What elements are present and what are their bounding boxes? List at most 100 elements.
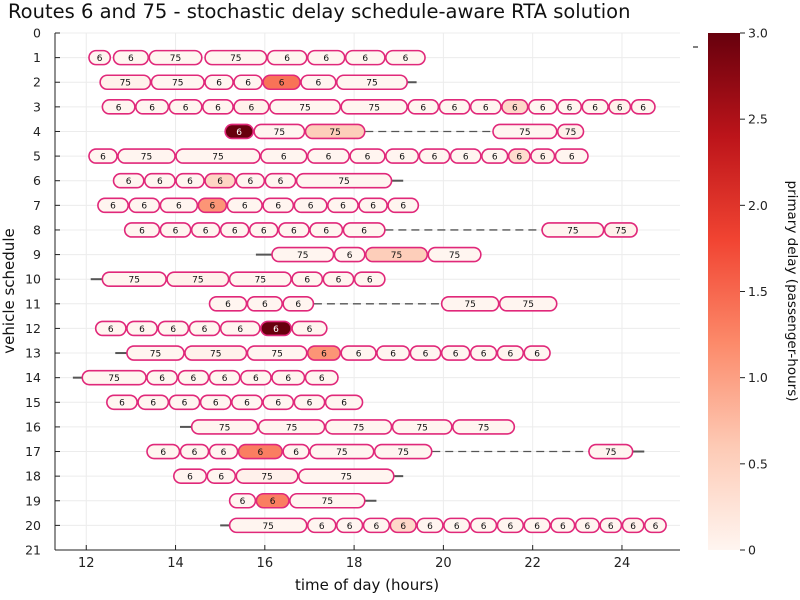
trip-pill xyxy=(168,99,203,115)
trip-route-label: 6 xyxy=(323,54,329,64)
trip-pill xyxy=(481,148,509,164)
trip-route-label: 6 xyxy=(336,276,342,286)
trip-pill xyxy=(342,222,386,238)
trip-route-label: 75 xyxy=(120,79,131,89)
y-tick-label: 11 xyxy=(25,296,41,311)
trip-pill xyxy=(233,74,263,91)
y-tick-label: 12 xyxy=(25,321,41,336)
trip-pill xyxy=(452,419,516,435)
trip-route-label: 6 xyxy=(242,202,248,212)
trip-pill xyxy=(260,320,292,337)
trip-route-label: 75 xyxy=(336,448,347,458)
trip-route-label: 6 xyxy=(307,399,313,409)
trip-pill xyxy=(358,197,388,214)
axes xyxy=(54,33,680,551)
colorbar-tick-label: 1.5 xyxy=(748,284,768,299)
colorbar-gradient xyxy=(708,33,740,550)
trip-route-label: 6 xyxy=(97,54,103,64)
trip-pill xyxy=(264,172,297,189)
trip-route-label: 6 xyxy=(284,54,290,64)
trip-pill xyxy=(556,123,585,140)
trip-pill xyxy=(253,123,306,140)
trip-pill xyxy=(282,443,310,460)
trip-pill xyxy=(364,246,429,263)
trip-route-label: 75 xyxy=(341,473,352,483)
trip-route-label: 6 xyxy=(100,152,106,162)
trip-pill xyxy=(204,74,234,91)
trip-pill xyxy=(581,99,609,115)
trip-route-label: 6 xyxy=(221,448,227,458)
trip-route-label: 75 xyxy=(170,54,181,64)
trip-pill xyxy=(168,394,201,411)
trip-route-label: 75 xyxy=(210,349,221,359)
trip-route-label: 6 xyxy=(160,448,166,458)
trip-route-label: 6 xyxy=(304,276,310,286)
trip-route-label: 6 xyxy=(540,103,546,113)
trip-pill xyxy=(291,271,324,287)
trip-route-label: 6 xyxy=(427,522,433,532)
trip-pill xyxy=(202,99,234,115)
trip-route-label: 6 xyxy=(225,300,231,310)
trip-pill xyxy=(407,99,440,115)
trip-pill xyxy=(184,345,248,361)
trip-route-label: 6 xyxy=(347,522,353,532)
trip-route-label: 6 xyxy=(512,103,518,113)
trip-pill xyxy=(208,443,239,460)
trip-route-label: 6 xyxy=(347,251,353,261)
trip-pill xyxy=(101,271,167,287)
trip-route-label: 75 xyxy=(172,79,183,89)
trip-route-label: 6 xyxy=(222,374,228,384)
trip-route-label: 6 xyxy=(244,399,250,409)
trip-pill xyxy=(239,369,272,386)
trip-pill xyxy=(99,74,152,91)
trip-route-label: 75 xyxy=(464,300,475,310)
trip-route-label: 75 xyxy=(108,374,119,384)
y-tick-label: 14 xyxy=(25,370,41,385)
trip-pill xyxy=(324,394,364,411)
trip-pill xyxy=(143,172,176,189)
trip-route-label: 6 xyxy=(340,202,346,212)
trip-pill xyxy=(228,492,257,509)
trip-route-label: 75 xyxy=(478,423,489,433)
trip-pill xyxy=(150,74,205,91)
trip-route-label: 6 xyxy=(323,226,329,236)
trip-pill xyxy=(362,517,391,534)
trip-route-label: 75 xyxy=(255,276,266,286)
trip-route-label: 75 xyxy=(329,128,340,138)
y-tick-label: 1 xyxy=(33,50,41,65)
trip-pill xyxy=(101,99,136,115)
trip-pill xyxy=(219,222,250,238)
trip-pill xyxy=(295,172,393,189)
y-tick-label: 15 xyxy=(25,395,41,410)
trip-pill xyxy=(266,49,308,66)
trip-route-label: 6 xyxy=(176,202,182,212)
trip-pill xyxy=(335,517,364,534)
trip-pill xyxy=(291,320,328,337)
trip-pill xyxy=(282,296,315,312)
trip-pill xyxy=(349,148,386,164)
trip-route-label: 75 xyxy=(565,128,576,138)
trip-pill xyxy=(126,345,185,361)
y-tick-label: 8 xyxy=(33,222,41,237)
trip-route-label: 75 xyxy=(297,251,308,261)
y-tick-label: 16 xyxy=(25,419,41,434)
trip-pill xyxy=(327,197,359,214)
trip-route-label: 6 xyxy=(119,399,125,409)
trip-route-label: 6 xyxy=(275,202,281,212)
trip-pill xyxy=(523,345,551,361)
trip-pill xyxy=(226,197,263,214)
trip-pill xyxy=(148,49,203,66)
trip-route-label: 6 xyxy=(183,103,189,113)
trip-route-label: 6 xyxy=(319,374,325,384)
trip-pill xyxy=(608,99,632,115)
trip-pill xyxy=(344,49,386,66)
trip-pill xyxy=(235,468,299,484)
trip-route-label: 6 xyxy=(126,177,132,187)
trip-route-label: 6 xyxy=(173,226,179,236)
trip-pill xyxy=(235,172,266,189)
trip-pill xyxy=(271,369,306,386)
trip-route-label: 6 xyxy=(420,103,426,113)
trip-route-label: 6 xyxy=(159,374,165,384)
trip-route-label: 6 xyxy=(261,226,267,236)
trip-pill xyxy=(306,49,346,66)
